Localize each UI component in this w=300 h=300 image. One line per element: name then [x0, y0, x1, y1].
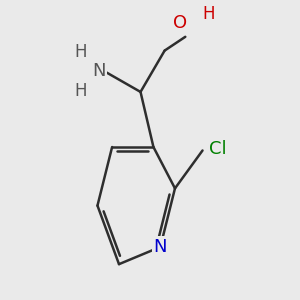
Text: N: N: [93, 62, 106, 80]
Text: N: N: [154, 238, 167, 256]
Text: H: H: [202, 5, 215, 23]
Text: H: H: [75, 43, 87, 61]
Text: O: O: [173, 14, 187, 32]
Text: Cl: Cl: [209, 140, 227, 158]
Text: H: H: [75, 82, 87, 100]
